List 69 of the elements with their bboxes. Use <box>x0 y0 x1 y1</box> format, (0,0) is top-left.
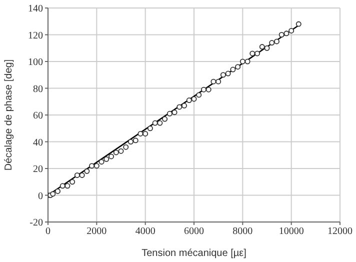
y-tick-label: 120 <box>28 30 43 42</box>
point <box>225 70 231 76</box>
point <box>220 72 226 78</box>
point <box>60 183 66 189</box>
point <box>70 179 76 185</box>
y-tick-label: 20 <box>33 164 43 176</box>
x-tick-label: 4000 <box>135 226 156 238</box>
point <box>64 183 70 189</box>
y-tick-label: 80 <box>33 84 43 95</box>
point <box>186 98 192 104</box>
point <box>123 144 129 150</box>
point <box>128 139 134 144</box>
x-tick-label: 6000 <box>184 226 204 238</box>
point <box>89 163 95 169</box>
point <box>98 159 104 165</box>
point <box>235 64 241 70</box>
point <box>191 96 197 102</box>
x-tick-label: 12000 <box>328 226 352 238</box>
point <box>250 50 256 56</box>
point <box>104 156 110 162</box>
y-tick-label: 60 <box>33 110 43 122</box>
point <box>274 38 280 44</box>
point <box>113 150 119 156</box>
x-tick-label: 8000 <box>232 226 253 238</box>
y-tick-label: 0 <box>38 190 43 202</box>
point <box>108 154 114 160</box>
point <box>240 58 246 64</box>
point <box>162 116 168 122</box>
point <box>296 21 302 27</box>
point <box>216 78 222 84</box>
point <box>176 104 182 110</box>
x-tick-label: 0 <box>46 226 50 238</box>
y-tick-label: 40 <box>33 137 43 148</box>
point <box>288 28 294 34</box>
point <box>118 148 124 154</box>
point <box>269 40 275 46</box>
point <box>230 66 236 72</box>
point <box>264 45 270 51</box>
y-axis-title: Décalage de phase [deg] <box>4 59 15 171</box>
point <box>74 172 80 178</box>
point <box>54 188 60 194</box>
point <box>196 92 202 98</box>
y-tick-label: -20 <box>30 218 43 229</box>
point <box>200 86 206 92</box>
point <box>94 163 100 169</box>
point <box>278 32 284 38</box>
x-tick-label: 2000 <box>86 226 107 238</box>
point <box>166 110 172 116</box>
y-tick-label: 100 <box>28 57 43 68</box>
point <box>84 168 90 174</box>
point <box>138 130 144 136</box>
point <box>210 78 216 84</box>
point <box>259 44 265 50</box>
point <box>132 138 138 144</box>
point <box>182 102 188 108</box>
x-tick-label: 10000 <box>278 226 304 238</box>
point <box>157 120 163 126</box>
point <box>172 110 178 116</box>
point <box>147 126 153 132</box>
point <box>79 172 85 178</box>
y-tick-label: 140 <box>28 4 43 15</box>
point <box>206 86 212 92</box>
point <box>152 120 158 126</box>
point <box>142 130 148 136</box>
point <box>254 50 260 56</box>
point <box>244 58 250 64</box>
point <box>50 191 56 197</box>
point <box>284 30 290 36</box>
x-axis-title: Tension mécanique [µε] <box>142 248 247 259</box>
